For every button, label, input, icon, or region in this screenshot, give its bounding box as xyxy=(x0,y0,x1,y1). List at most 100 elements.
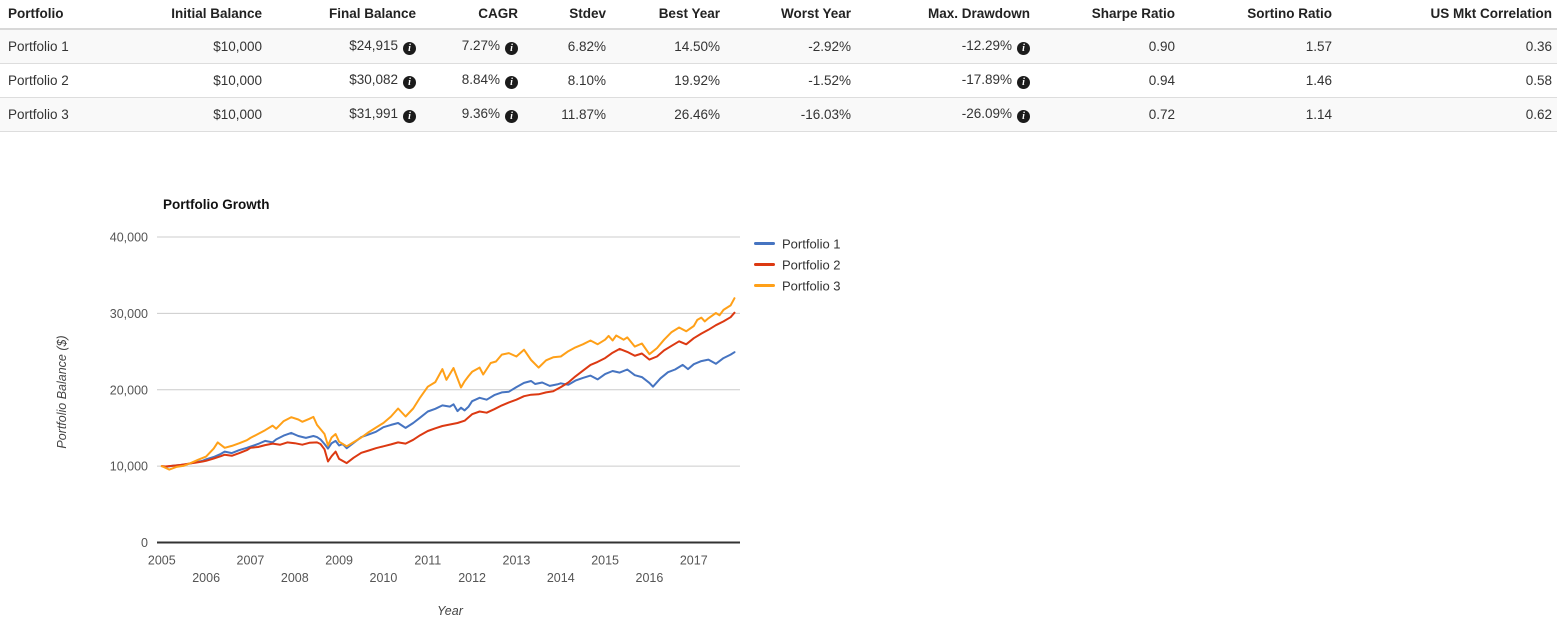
y-tick-label: 40,000 xyxy=(110,231,148,245)
stdev-value: 8.10% xyxy=(523,63,611,98)
cell-text: -12.29% xyxy=(961,38,1012,53)
line-swatch-icon xyxy=(754,284,775,288)
table-row-portfolio-3: Portfolio 3 $10,000 $31,991 i 9.36% i 11.8… xyxy=(0,97,1557,132)
cell-text: 8.84% xyxy=(461,72,500,87)
legend-label: Portfolio 1 xyxy=(782,236,841,252)
x-tick-label: 2017 xyxy=(680,554,708,568)
col-header-cagr: CAGR xyxy=(421,0,523,30)
portfolio-name: Portfolio 3 xyxy=(0,97,150,132)
table-row-portfolio-2: Portfolio 2 $10,000 $30,082 i 8.84% i 8.10… xyxy=(0,63,1557,98)
y-tick-label: 0 xyxy=(141,536,148,550)
best-year-value: 26.46% xyxy=(611,97,725,132)
col-header-stdev: Stdev xyxy=(523,0,611,30)
x-tick-label: 2009 xyxy=(325,554,353,568)
x-tick-label: 2011 xyxy=(414,554,441,568)
cell-text: 7.27% xyxy=(461,38,500,53)
us-mkt-correlation-value: 0.36 xyxy=(1337,29,1557,64)
cell-text: 9.36% xyxy=(461,106,500,121)
stdev-value: 6.82% xyxy=(523,29,611,64)
legend-item-portfolio-2: Portfolio 2 xyxy=(754,254,841,275)
cagr-value: 8.84% i xyxy=(421,63,523,98)
stdev-value: 11.87% xyxy=(523,97,611,132)
cagr-value: 7.27% i xyxy=(421,29,523,64)
info-icon[interactable]: i xyxy=(505,42,518,55)
legend-item-portfolio-3: Portfolio 3 xyxy=(754,275,841,296)
series-line-portfolio-1 xyxy=(160,351,736,468)
sortino-ratio-value: 1.57 xyxy=(1180,29,1337,64)
line-swatch-icon xyxy=(754,242,775,246)
col-header-sortino-ratio: Sortino Ratio xyxy=(1180,0,1337,30)
x-tick-label: 2007 xyxy=(237,554,265,568)
x-tick-label: 2015 xyxy=(591,554,619,568)
col-header-portfolio: Portfolio xyxy=(0,0,150,30)
y-tick-label: 10,000 xyxy=(110,460,148,474)
chart-title: Portfolio Growth xyxy=(163,197,270,212)
info-icon[interactable]: i xyxy=(1017,42,1030,55)
cell-text: $31,991 xyxy=(349,106,398,121)
table-header-row: Portfolio Initial Balance Final Balance … xyxy=(0,0,1557,30)
sharpe-ratio-value: 0.72 xyxy=(1035,97,1180,132)
max-drawdown-value: -12.29% i xyxy=(856,29,1035,64)
us-mkt-correlation-value: 0.58 xyxy=(1337,63,1557,98)
info-icon[interactable]: i xyxy=(1017,76,1030,89)
max-drawdown-value: -17.89% i xyxy=(856,63,1035,98)
max-drawdown-value: -26.09% i xyxy=(856,97,1035,132)
y-tick-label: 20,000 xyxy=(110,383,148,397)
final-balance-value: $24,915 i xyxy=(267,29,421,64)
best-year-value: 14.50% xyxy=(611,29,725,64)
x-tick-label: 2010 xyxy=(370,571,398,585)
cell-text: $24,915 xyxy=(349,38,398,53)
worst-year-value: -16.03% xyxy=(725,97,856,132)
cell-text: -26.09% xyxy=(961,106,1012,121)
initial-balance-value: $10,000 xyxy=(150,29,267,64)
portfolio-summary-table: Portfolio Initial Balance Final Balance … xyxy=(0,0,1557,132)
worst-year-value: -2.92% xyxy=(725,29,856,64)
table-row-portfolio-1: Portfolio 1 $10,000 $24,915 i 7.27% i 6.82… xyxy=(0,29,1557,64)
x-axis-title: Year xyxy=(437,604,463,618)
initial-balance-value: $10,000 xyxy=(150,63,267,98)
info-icon[interactable]: i xyxy=(1017,110,1030,123)
info-icon[interactable]: i xyxy=(505,110,518,123)
col-header-worst-year: Worst Year xyxy=(725,0,856,30)
sortino-ratio-value: 1.14 xyxy=(1180,97,1337,132)
col-header-best-year: Best Year xyxy=(611,0,725,30)
x-tick-label: 2006 xyxy=(192,571,220,585)
legend-label: Portfolio 3 xyxy=(782,278,841,294)
series-line-portfolio-2 xyxy=(160,311,736,468)
x-tick-label: 2016 xyxy=(636,571,664,585)
col-header-sharpe-ratio: Sharpe Ratio xyxy=(1035,0,1180,30)
x-tick-label: 2005 xyxy=(148,554,176,568)
y-axis-title: Portfolio Balance ($) xyxy=(55,335,69,449)
worst-year-value: -1.52% xyxy=(725,63,856,98)
sharpe-ratio-value: 0.90 xyxy=(1035,29,1180,64)
col-header-us-mkt-correlation: US Mkt Correlation xyxy=(1337,0,1557,30)
initial-balance-value: $10,000 xyxy=(150,97,267,132)
x-tick-label: 2008 xyxy=(281,571,309,585)
x-tick-label: 2014 xyxy=(547,571,575,585)
legend-item-portfolio-1: Portfolio 1 xyxy=(754,233,841,254)
cagr-value: 9.36% i xyxy=(421,97,523,132)
col-header-final-balance: Final Balance xyxy=(267,0,421,30)
cell-text: $30,082 xyxy=(349,72,398,87)
x-tick-label: 2012 xyxy=(458,571,486,585)
chart-legend: Portfolio 1 Portfolio 2 Portfolio 3 xyxy=(754,233,841,296)
best-year-value: 19.92% xyxy=(611,63,725,98)
legend-label: Portfolio 2 xyxy=(782,257,841,273)
info-icon[interactable]: i xyxy=(505,76,518,89)
y-tick-label: 30,000 xyxy=(110,307,148,321)
x-tick-label: 2013 xyxy=(503,554,531,568)
sortino-ratio-value: 1.46 xyxy=(1180,63,1337,98)
info-icon[interactable]: i xyxy=(403,42,416,55)
sharpe-ratio-value: 0.94 xyxy=(1035,63,1180,98)
col-header-initial-balance: Initial Balance xyxy=(150,0,267,30)
info-icon[interactable]: i xyxy=(403,76,416,89)
portfolio-name: Portfolio 1 xyxy=(0,29,150,64)
info-icon[interactable]: i xyxy=(403,110,416,123)
us-mkt-correlation-value: 0.62 xyxy=(1337,97,1557,132)
portfolio-name: Portfolio 2 xyxy=(0,63,150,98)
line-swatch-icon xyxy=(754,263,775,267)
series-line-portfolio-3 xyxy=(160,297,736,471)
col-header-max-drawdown: Max. Drawdown xyxy=(856,0,1035,30)
cell-text: -17.89% xyxy=(961,72,1012,87)
